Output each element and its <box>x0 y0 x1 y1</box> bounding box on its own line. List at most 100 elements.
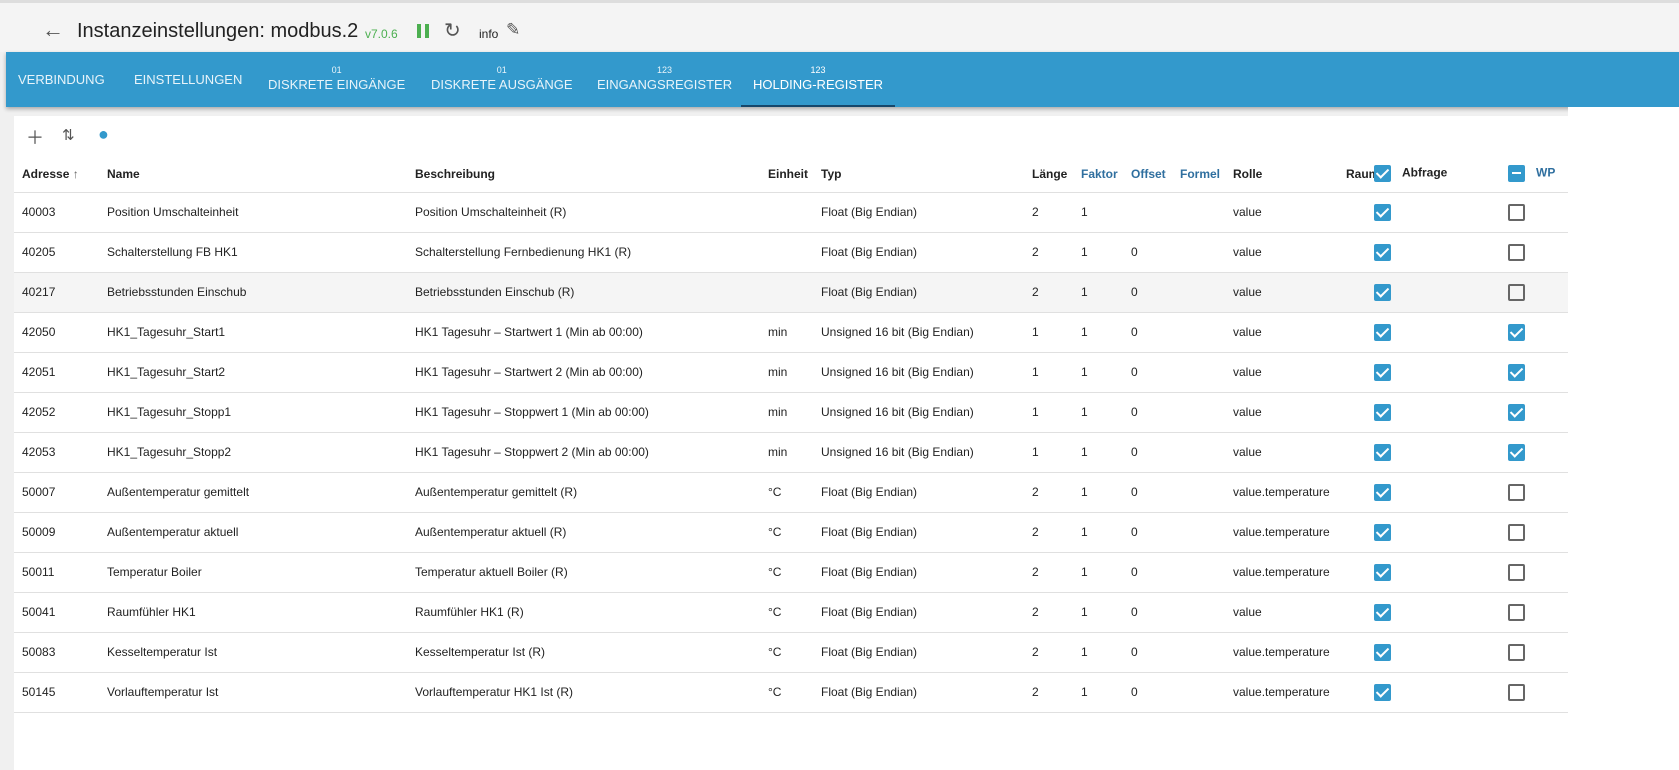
wp-checkbox[interactable] <box>1508 483 1525 501</box>
tab-eingangsregister[interactable]: 123 EINGANGSREGISTER <box>585 52 744 107</box>
cell-7: 0 <box>1123 392 1172 433</box>
table-row[interactable]: 50145 Vorlauftemperatur Ist Vorlauftempera… <box>14 672 1568 713</box>
cell-6: 1 <box>1073 352 1123 393</box>
column-header-12[interactable]: WP <box>1500 156 1568 193</box>
cell-10 <box>1338 632 1402 673</box>
abfrage-checkbox[interactable] <box>1374 203 1391 221</box>
cell-5: 2 <box>1024 512 1073 553</box>
cell-abfrage <box>1374 512 1500 553</box>
column-header-6[interactable]: Faktor <box>1073 156 1123 193</box>
wp-checkbox[interactable] <box>1508 563 1525 581</box>
wp-checkbox[interactable] <box>1508 443 1525 461</box>
cell-10 <box>1338 272 1402 313</box>
column-header-11[interactable]: Abfrage <box>1374 156 1500 193</box>
wp-checkbox[interactable] <box>1508 403 1525 421</box>
tab-badge: 01 <box>496 65 507 75</box>
select-all-wp-checkbox[interactable] <box>1508 165 1525 183</box>
tab-einstellungen[interactable]: EINSTELLUNGEN <box>122 52 254 107</box>
cell-9: value <box>1225 352 1338 393</box>
column-header-7[interactable]: Offset <box>1123 156 1172 193</box>
abfrage-checkbox[interactable] <box>1374 483 1391 501</box>
abfrage-checkbox[interactable] <box>1374 563 1391 581</box>
cell-wp <box>1500 512 1568 553</box>
wp-checkbox[interactable] <box>1508 683 1525 701</box>
cell-1: HK1_Tagesuhr_Stopp2 <box>99 432 407 473</box>
tab-holding-register[interactable]: 123 HOLDING-REGISTER <box>741 52 896 107</box>
add-icon[interactable]: ＋ <box>26 128 44 148</box>
abfrage-checkbox[interactable] <box>1374 523 1391 541</box>
table-row[interactable]: 42052 HK1_Tagesuhr_Stopp1 HK1 Tagesuhr – S… <box>14 392 1568 433</box>
abfrage-checkbox[interactable] <box>1374 443 1391 461</box>
ai-head-icon[interactable]: ● <box>98 124 109 144</box>
table-row[interactable]: 42051 HK1_Tagesuhr_Start2 HK1 Tagesuhr – S… <box>14 352 1568 393</box>
cell-6: 1 <box>1073 272 1123 313</box>
column-header-10[interactable]: Raum <box>1338 156 1402 193</box>
reload-icon[interactable]: ↻ <box>444 20 461 42</box>
pause-icon[interactable] <box>417 24 429 38</box>
select-all-abfrage-checkbox[interactable] <box>1374 165 1391 183</box>
table-row[interactable]: 40205 Schalterstellung FB HK1 Schalterstel… <box>14 232 1568 273</box>
cell-1: Kesseltemperatur Ist <box>99 632 407 673</box>
pencil-icon[interactable]: ✎ <box>506 20 521 39</box>
table-row[interactable]: 42053 HK1_Tagesuhr_Stopp2 HK1 Tagesuhr – S… <box>14 432 1568 473</box>
cell-5: 2 <box>1024 472 1073 513</box>
cell-7: 0 <box>1123 592 1172 633</box>
table-row[interactable]: 50083 Kesseltemperatur Ist Kesseltemperatu… <box>14 632 1568 673</box>
wp-checkbox[interactable] <box>1508 283 1525 301</box>
column-header-3[interactable]: Einheit <box>760 156 813 193</box>
cell-4: Float (Big Endian) <box>813 472 1024 513</box>
cell-2: HK1 Tagesuhr – Startwert 1 (Min ab 00:00… <box>407 312 760 353</box>
table-row[interactable]: 50041 Raumfühler HK1 Raumfühler HK1 (R) °C F… <box>14 592 1568 633</box>
wp-checkbox[interactable] <box>1508 643 1525 661</box>
wp-checkbox[interactable] <box>1508 323 1525 341</box>
cell-1: HK1_Tagesuhr_Stopp1 <box>99 392 407 433</box>
tab-diskrete-ausgänge[interactable]: 01 DISKRETE AUSGÄNGE <box>419 52 585 107</box>
abfrage-checkbox[interactable] <box>1374 243 1391 261</box>
column-header-4[interactable]: Typ <box>813 156 1024 193</box>
table-row[interactable]: 50011 Temperatur Boiler Temperatur aktuell… <box>14 552 1568 593</box>
table-row[interactable]: 50009 Außentemperatur aktuell Außentempera… <box>14 512 1568 553</box>
table-row[interactable]: 50007 Außentemperatur gemittelt Außentempe… <box>14 472 1568 513</box>
cell-4: Unsigned 16 bit (Big Endian) <box>813 392 1024 433</box>
import-export-icon[interactable]: ⇅ <box>62 127 75 144</box>
abfrage-checkbox[interactable] <box>1374 643 1391 661</box>
column-header-1[interactable]: Name <box>99 156 407 193</box>
cell-0: 50007 <box>14 472 99 513</box>
column-label: Name <box>107 166 140 181</box>
table-row[interactable]: 40217 Betriebsstunden Einschub Betriebsstu… <box>14 272 1568 313</box>
column-header-2[interactable]: Beschreibung <box>407 156 760 193</box>
wp-checkbox[interactable] <box>1508 203 1525 221</box>
column-header-5[interactable]: Länge <box>1024 156 1073 193</box>
cell-0: 42050 <box>14 312 99 353</box>
table-row[interactable]: 42050 HK1_Tagesuhr_Start1 HK1 Tagesuhr – S… <box>14 312 1568 353</box>
column-header-9[interactable]: Rolle <box>1225 156 1338 193</box>
cell-7: 0 <box>1123 632 1172 673</box>
abfrage-checkbox[interactable] <box>1374 683 1391 701</box>
wp-checkbox[interactable] <box>1508 523 1525 541</box>
tab-diskrete-eingänge[interactable]: 01 DISKRETE EINGÄNGE <box>256 52 417 107</box>
cell-abfrage <box>1374 592 1500 633</box>
abfrage-checkbox[interactable] <box>1374 603 1391 621</box>
sort-ascending-icon[interactable]: ↑ <box>72 166 79 181</box>
cell-7 <box>1123 192 1172 233</box>
abfrage-checkbox[interactable] <box>1374 403 1391 421</box>
wp-checkbox[interactable] <box>1508 243 1525 261</box>
wp-checkbox[interactable] <box>1508 363 1525 381</box>
cell-1: Außentemperatur aktuell <box>99 512 407 553</box>
cell-8 <box>1172 272 1225 313</box>
cell-7: 0 <box>1123 352 1172 393</box>
column-header-0[interactable]: Adresse ↑ <box>14 156 99 193</box>
wp-checkbox[interactable] <box>1508 603 1525 621</box>
column-header-8[interactable]: Formel <box>1172 156 1225 193</box>
abfrage-checkbox[interactable] <box>1374 363 1391 381</box>
cell-8 <box>1172 512 1225 553</box>
table-row[interactable]: 40003 Position Umschalteinheit Position Um… <box>14 192 1568 233</box>
cell-0: 40217 <box>14 272 99 313</box>
tab-verbindung[interactable]: VERBINDUNG <box>6 52 117 107</box>
cell-abfrage <box>1374 352 1500 393</box>
cell-3: °C <box>760 512 813 553</box>
cell-0: 50009 <box>14 512 99 553</box>
back-arrow-icon[interactable]: ← <box>42 17 64 42</box>
abfrage-checkbox[interactable] <box>1374 283 1391 301</box>
abfrage-checkbox[interactable] <box>1374 323 1391 341</box>
